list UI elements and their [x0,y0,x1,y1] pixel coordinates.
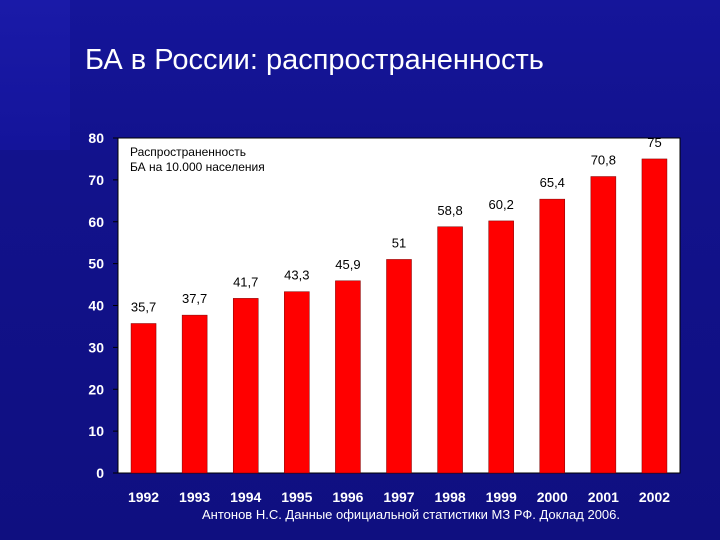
x-tick-label-1994: 1994 [230,489,261,505]
data-label-1993: 37,7 [182,291,207,306]
y-tick-label: 50 [88,256,104,272]
bar-2001 [591,177,616,473]
chart-title-line: Распространенность [130,145,246,159]
y-tick-label: 20 [88,381,104,397]
data-label-1997: 51 [392,235,406,250]
data-label-1998: 58,8 [437,203,462,218]
x-tick-label-1999: 1999 [486,489,517,505]
data-label-1995: 43,3 [284,268,309,283]
x-tick-label-1995: 1995 [281,489,312,505]
data-label-2002: 75 [647,135,661,150]
x-tick-label-2000: 2000 [537,489,568,505]
y-tick-label: 70 [88,172,104,188]
bar-1994 [233,298,258,473]
data-label-1999: 60,2 [489,197,514,212]
x-tick-label-1996: 1996 [332,489,363,505]
x-tick-label-1997: 1997 [383,489,414,505]
bar-1997 [387,259,412,473]
data-label-1994: 41,7 [233,274,258,289]
x-tick-label-1993: 1993 [179,489,210,505]
bar-1993 [182,315,207,473]
y-tick-label: 30 [88,339,104,355]
data-label-1996: 45,9 [335,257,360,272]
chart-title-line: БА на 10.000 населения [130,160,265,174]
bar-1996 [335,281,360,473]
bar-1999 [489,221,514,473]
x-tick-label-1998: 1998 [435,489,466,505]
bar-2000 [540,199,565,473]
y-tick-label: 80 [88,130,104,146]
data-label-2001: 70,8 [591,153,616,168]
x-tick-label-2001: 2001 [588,489,619,505]
bar-1995 [284,292,309,473]
x-tick-label-1992: 1992 [128,489,159,505]
source-footnote: Антонов Н.С. Данные официальной статисти… [202,507,620,522]
y-tick-label: 10 [88,423,104,439]
data-label-2000: 65,4 [540,175,565,190]
bar-1992 [131,324,156,473]
data-label-1992: 35,7 [131,300,156,315]
bar-2002 [642,159,667,473]
x-tick-label-2002: 2002 [639,489,670,505]
y-tick-label: 0 [96,465,104,481]
bar-1998 [438,227,463,473]
y-tick-label: 40 [88,298,104,314]
y-tick-label: 60 [88,214,104,230]
